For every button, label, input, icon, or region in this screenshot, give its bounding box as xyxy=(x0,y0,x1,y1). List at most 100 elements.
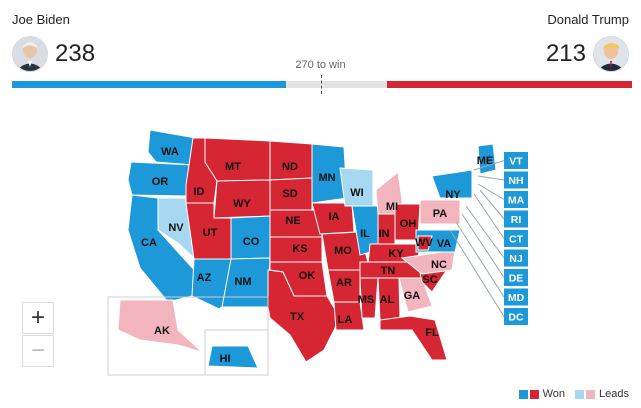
zoom-out-button[interactable]: − xyxy=(22,335,54,367)
state-label-mt: MT xyxy=(225,161,241,173)
leader-line-ri xyxy=(479,189,505,220)
legend-swatch-dem-won xyxy=(518,389,528,399)
win-threshold-label: 270 to win xyxy=(295,59,346,71)
state-mt[interactable] xyxy=(204,137,271,182)
state-label-la: LA xyxy=(338,314,353,326)
state-label-ky: KY xyxy=(388,248,404,260)
state-me[interactable] xyxy=(477,143,497,175)
leader-line-de xyxy=(461,213,505,278)
state-tile-de[interactable] xyxy=(504,269,528,286)
state-label-wy: WY xyxy=(233,198,251,210)
state-label-mn: MN xyxy=(318,172,335,184)
leader-line-md xyxy=(455,221,505,298)
state-label-ok: OK xyxy=(299,270,316,282)
state-label-wv: WV xyxy=(415,237,433,249)
state-label-in: IN xyxy=(379,228,390,240)
state-hi[interactable] xyxy=(207,345,259,369)
state-label-nm: NM xyxy=(234,276,251,288)
portrait-icon xyxy=(13,37,47,71)
state-tile-label-dc: DC xyxy=(508,312,524,324)
state-label-tn: TN xyxy=(381,265,396,277)
state-label-me: ME xyxy=(477,155,494,167)
state-la[interactable] xyxy=(333,301,365,331)
state-tile-nh[interactable] xyxy=(504,171,528,189)
state-label-tx: TX xyxy=(290,311,305,323)
state-label-or: OR xyxy=(152,176,169,188)
map-legend: Won Leads xyxy=(518,388,629,400)
state-label-wa: WA xyxy=(161,146,179,158)
state-or[interactable] xyxy=(127,161,194,197)
state-label-az: AZ xyxy=(197,272,212,284)
inset-alaska-box xyxy=(107,296,269,376)
state-ny[interactable] xyxy=(431,169,473,199)
state-label-id: ID xyxy=(194,186,205,198)
legend-won-label: Won xyxy=(542,388,566,400)
state-label-sd: SD xyxy=(282,188,297,200)
state-label-ms: MS xyxy=(358,294,375,306)
legend-swatch-dem-leads xyxy=(575,389,585,399)
candidate-name-right: Donald Trump xyxy=(547,12,629,27)
state-label-ca: CA xyxy=(141,237,157,249)
state-label-ga: GA xyxy=(404,290,421,302)
candidate-avatar-right xyxy=(593,36,629,72)
state-tile-vt[interactable] xyxy=(504,152,528,169)
legend-leads-label: Leads xyxy=(599,388,629,400)
state-label-mo: MO xyxy=(334,245,352,257)
state-label-mi: MI xyxy=(386,201,398,213)
state-label-wi: WI xyxy=(350,187,363,199)
state-label-co: CO xyxy=(243,236,260,248)
state-fl[interactable] xyxy=(379,315,448,361)
progress-bar-rep xyxy=(386,81,632,88)
state-ak[interactable] xyxy=(117,299,203,353)
legend-swatch-rep-won xyxy=(529,389,539,399)
state-label-ia: IA xyxy=(329,211,340,223)
state-tile-label-nh: NH xyxy=(508,175,523,187)
state-ms[interactable] xyxy=(359,277,379,319)
state-label-nc: NC xyxy=(431,259,447,271)
state-tile-label-ct: CT xyxy=(509,234,524,246)
leader-line-ma xyxy=(477,183,505,200)
state-tile-ri[interactable] xyxy=(504,210,528,228)
leader-line-ct xyxy=(473,193,505,239)
state-tile-nj[interactable] xyxy=(504,249,528,267)
leader-line-vt xyxy=(473,160,505,171)
state-label-nv: NV xyxy=(168,222,184,234)
state-tile-dc[interactable] xyxy=(504,308,528,325)
state-tile-ma[interactable] xyxy=(504,191,528,208)
state-label-oh: OH xyxy=(400,218,417,230)
state-tile-label-ma: MA xyxy=(508,195,525,207)
state-tile-md[interactable] xyxy=(504,288,528,306)
state-label-ne: NE xyxy=(285,215,300,227)
state-tile-label-vt: VT xyxy=(509,156,523,168)
leader-line-nh xyxy=(477,175,505,181)
state-label-al: AL xyxy=(380,294,395,306)
leader-line-nj xyxy=(465,205,505,259)
state-label-il: IL xyxy=(360,228,370,240)
state-pa[interactable] xyxy=(419,199,461,225)
state-tile-label-nj: NJ xyxy=(509,253,523,265)
state-ga[interactable] xyxy=(398,277,433,313)
state-label-ut: UT xyxy=(203,227,218,239)
state-tile-ct[interactable] xyxy=(504,230,528,247)
state-wv[interactable] xyxy=(417,235,433,251)
state-tile-label-md: MD xyxy=(508,292,525,304)
state-label-va: VA xyxy=(437,238,452,250)
zoom-in-button[interactable]: + xyxy=(22,302,54,334)
state-label-nd: ND xyxy=(282,161,298,173)
state-label-ks: KS xyxy=(292,243,307,255)
state-tx[interactable] xyxy=(267,269,341,363)
state-label-ny: NY xyxy=(445,189,461,201)
leader-line-dc xyxy=(449,229,505,317)
progress-bar-dem xyxy=(12,81,287,88)
state-nc[interactable] xyxy=(400,249,456,275)
state-label-hi: HI xyxy=(220,353,231,365)
legend-swatch-rep-leads xyxy=(586,389,596,399)
state-tile-label-de: DE xyxy=(509,273,524,285)
state-tile-label-ri: RI xyxy=(511,214,522,226)
candidate-avatar-left xyxy=(12,36,48,72)
electoral-votes-left: 238 xyxy=(55,40,96,67)
state-label-sc: SC xyxy=(422,274,437,286)
win-threshold-marker xyxy=(321,75,322,94)
state-wa[interactable] xyxy=(147,129,197,166)
